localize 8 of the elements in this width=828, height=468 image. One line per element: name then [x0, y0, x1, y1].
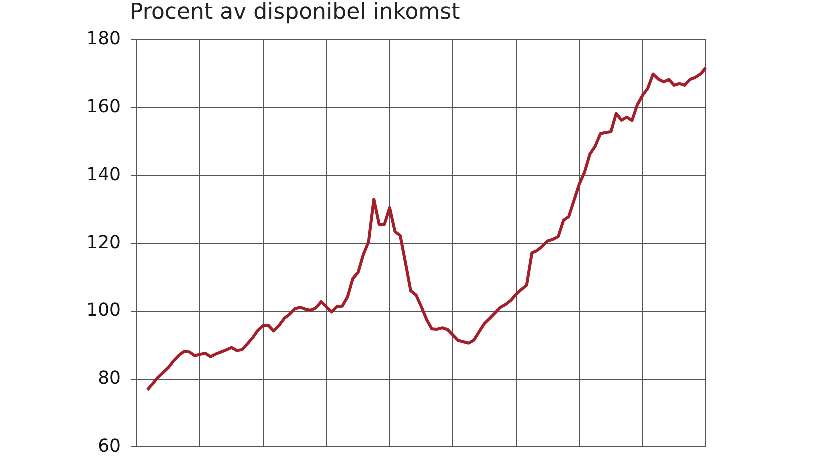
- y-tick-label: 180: [86, 28, 121, 50]
- y-tick-label: 120: [86, 232, 121, 254]
- y-tick-label: 100: [86, 300, 121, 322]
- y-tick-label: 160: [86, 96, 121, 118]
- y-tick-label: 60: [98, 436, 121, 457]
- y-tick-label: 80: [98, 368, 121, 390]
- chart-title: Procent av disponibel inkomst: [130, 0, 460, 25]
- y-tick-label: 140: [86, 164, 121, 186]
